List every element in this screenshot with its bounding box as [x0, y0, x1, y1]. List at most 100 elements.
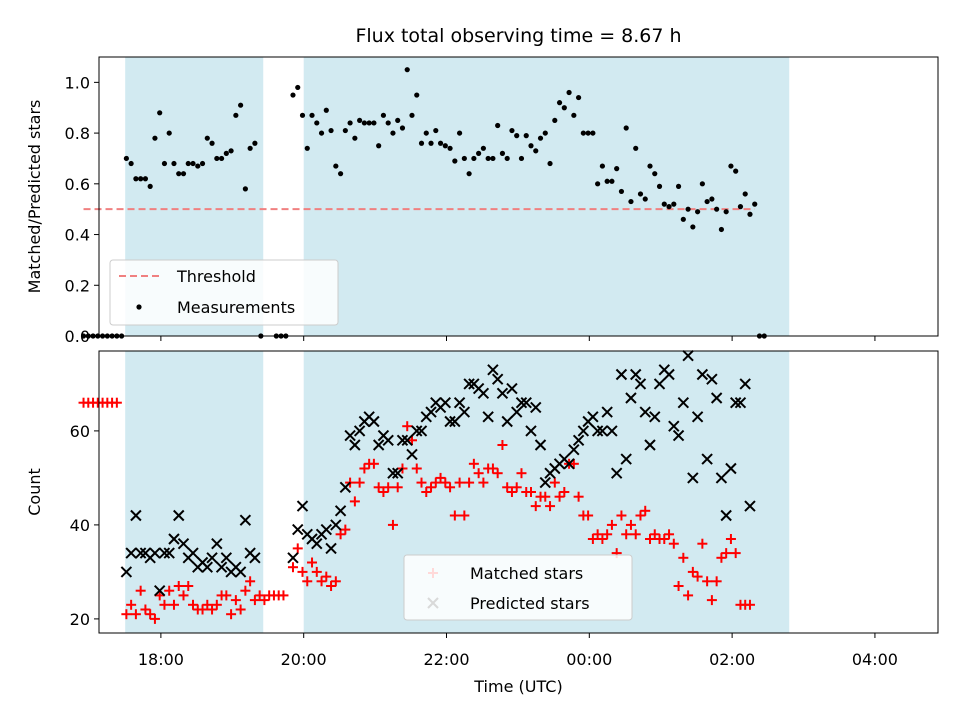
- matched-star-point: [421, 487, 432, 497]
- matched-star-point: [149, 613, 160, 624]
- predicted-star-point: [158, 547, 171, 559]
- measurement-point: [552, 117, 558, 124]
- predicted-star-point-b: [682, 349, 694, 362]
- measurement-point: [456, 130, 463, 136]
- measurement-point: [747, 211, 753, 217]
- measurement-point: [675, 183, 682, 189]
- measurement-point: [337, 171, 344, 177]
- measurement-point: [595, 181, 601, 187]
- predicted-star-point: [520, 396, 532, 409]
- measurement-point: [442, 143, 448, 149]
- predicted-star-point-b: [201, 561, 214, 573]
- matched-star-point: [316, 576, 327, 587]
- predicted-star-point: [149, 547, 161, 559]
- matched-star-point: [744, 599, 755, 610]
- measurement-point: [80, 333, 87, 339]
- panel2-frame: [98, 350, 939, 634]
- matched-star-point: [221, 590, 232, 601]
- predicted-star-point-b: [634, 378, 647, 390]
- measurement-point: [561, 105, 567, 111]
- matched-star-point: [525, 487, 536, 497]
- predicted-star-point-b: [625, 392, 637, 404]
- matched-star-point: [435, 472, 446, 483]
- predicted-star-point-b: [496, 387, 509, 400]
- predicted-star-point: [211, 537, 223, 550]
- predicted-star-point: [715, 472, 728, 484]
- measurement-point: [742, 191, 748, 197]
- measurement-point: [318, 130, 325, 136]
- predicted-star-point-b: [368, 415, 380, 428]
- predicted-star-point: [206, 552, 218, 564]
- legend-predicted-label: Predicted stars: [470, 594, 590, 613]
- predicted-star-point: [630, 368, 642, 381]
- legend-matched-label: Matched stars: [470, 564, 583, 583]
- predicted-star-point-b: [134, 547, 147, 559]
- measurement-point: [180, 171, 187, 177]
- predicted-star-point: [382, 434, 394, 447]
- predicted-star-point-b: [177, 537, 190, 550]
- predicted-star-point: [653, 378, 666, 390]
- predicted-star-point-b: [120, 566, 133, 578]
- predicted-star-point: [453, 396, 466, 409]
- matched-star-point: [540, 491, 551, 502]
- panel2-y-tick-label: 60: [70, 422, 90, 441]
- predicted-star-point-b: [653, 378, 666, 390]
- measurement-point: [380, 112, 387, 118]
- predicted-star-point-b: [596, 425, 609, 437]
- predicted-star-point: [606, 425, 618, 437]
- matched-star-point: [430, 477, 441, 488]
- matched-star-point: [278, 590, 289, 601]
- predicted-star-point: [720, 509, 732, 522]
- predicted-star-point-b: [320, 523, 333, 536]
- matched-star-point: [692, 571, 703, 582]
- measurement-point: [204, 135, 210, 141]
- predicted-star-point-b: [511, 406, 523, 418]
- measurement-point: [485, 155, 491, 162]
- predicted-star-point-b: [568, 443, 580, 456]
- panel1-y-axis-label: Matched/Predicted stars: [25, 100, 44, 294]
- matched-star-point: [235, 604, 246, 615]
- matched-star-point: [406, 435, 417, 446]
- matched-star-point: [635, 510, 646, 521]
- predicted-star-point-b: [725, 462, 737, 475]
- matched-star-point: [230, 595, 241, 606]
- x-tick-label: 20:00: [281, 650, 327, 669]
- predicted-star-point: [425, 406, 437, 418]
- predicted-star-point-b: [130, 509, 142, 522]
- predicted-star-point: [482, 411, 494, 423]
- predicted-star-point: [120, 566, 133, 578]
- predicted-star-point-b: [606, 425, 618, 437]
- matched-star-point: [730, 548, 741, 559]
- matched-star-point: [678, 552, 689, 563]
- predicted-star-point: [577, 425, 590, 437]
- predicted-star-point: [330, 519, 342, 531]
- measurement-point: [161, 160, 168, 167]
- predicted-star-point: [687, 472, 699, 484]
- matched-star-point: [292, 543, 303, 554]
- measurement-point: [499, 150, 506, 156]
- predicted-star-point-b: [163, 547, 175, 559]
- predicted-star-point: [487, 364, 499, 376]
- measurement-point: [414, 92, 420, 98]
- measurement-point: [314, 120, 320, 126]
- matched-star-point: [326, 581, 337, 591]
- predicted-star-point: [568, 443, 580, 456]
- predicted-star-point: [406, 448, 418, 461]
- matched-star-point: [188, 599, 199, 610]
- predicted-star-point: [153, 584, 166, 597]
- measurement-point: [252, 140, 258, 146]
- matched-star-point: [173, 581, 184, 591]
- predicted-star-point-b: [610, 467, 623, 479]
- measurement-point: [323, 107, 329, 113]
- predicted-star-point-b: [739, 378, 751, 390]
- predicted-star-point-b: [311, 537, 323, 550]
- predicted-star-point: [125, 547, 137, 559]
- matched-star-point: [402, 421, 413, 432]
- panel2-y-axis-label: Count: [25, 468, 44, 516]
- panel1-y-tick-label: 0.0: [65, 327, 90, 346]
- matched-star-point: [373, 482, 384, 493]
- matched-star-point: [321, 571, 332, 582]
- measurement-point: [128, 160, 134, 167]
- x-tick-label: 02:00: [709, 650, 755, 669]
- measurement-point: [328, 127, 334, 134]
